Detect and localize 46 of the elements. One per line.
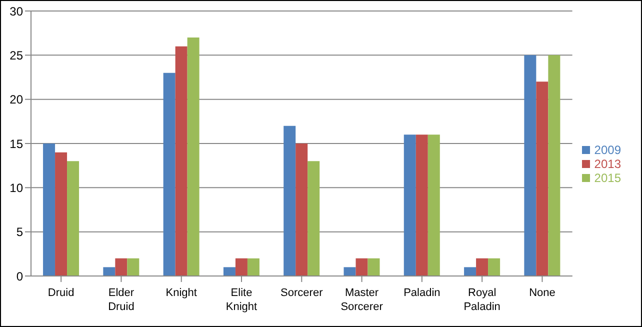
legend-label: 2009: [594, 142, 621, 156]
x-tick-label: Elder Druid: [108, 287, 134, 313]
bar: [344, 267, 356, 276]
y-tick-label: 15: [10, 136, 24, 151]
bar: [416, 134, 428, 276]
y-tick-label: 20: [10, 92, 24, 107]
legend-label: 2015: [594, 170, 621, 184]
bar: [67, 161, 80, 276]
x-tick-label: Elite Knight: [226, 287, 258, 313]
x-tick-label: Sorcerer: [280, 287, 324, 299]
bar: [103, 267, 116, 276]
y-tick-label: 30: [10, 4, 24, 18]
x-tick-label: Druid: [48, 287, 74, 299]
bar: [368, 258, 380, 276]
bar: [536, 82, 548, 276]
x-tick-label: Master Sorcerer: [340, 287, 384, 313]
bar: [115, 258, 128, 276]
bar: [43, 144, 56, 276]
bar: [247, 258, 260, 276]
bar: [284, 126, 296, 276]
bar: [428, 134, 440, 276]
x-tick-label: Royal Paladin: [464, 287, 500, 313]
bar: [356, 258, 368, 276]
bar: [223, 267, 236, 276]
bar: [404, 134, 416, 276]
x-tick-label: Knight: [166, 287, 197, 299]
bar: [296, 144, 308, 276]
bar: [175, 46, 188, 276]
y-tick-label: 25: [10, 48, 24, 62]
x-tick-label: Paladin: [404, 287, 440, 299]
bar: [187, 38, 200, 276]
bar: [127, 258, 140, 276]
y-tick-label: 10: [10, 180, 24, 195]
y-tick-label: 5: [16, 225, 24, 240]
bar: [464, 267, 476, 276]
bar: [163, 72, 176, 276]
x-tick-label: None: [529, 287, 556, 299]
bar: [55, 152, 68, 276]
bar: [548, 55, 560, 276]
bar: [308, 161, 320, 276]
bar: [235, 258, 248, 276]
bar: [488, 258, 500, 276]
bar: [524, 55, 536, 276]
legend-label: 2013: [594, 156, 621, 170]
y-tick-label: 0: [16, 269, 24, 284]
bar: [476, 258, 488, 276]
